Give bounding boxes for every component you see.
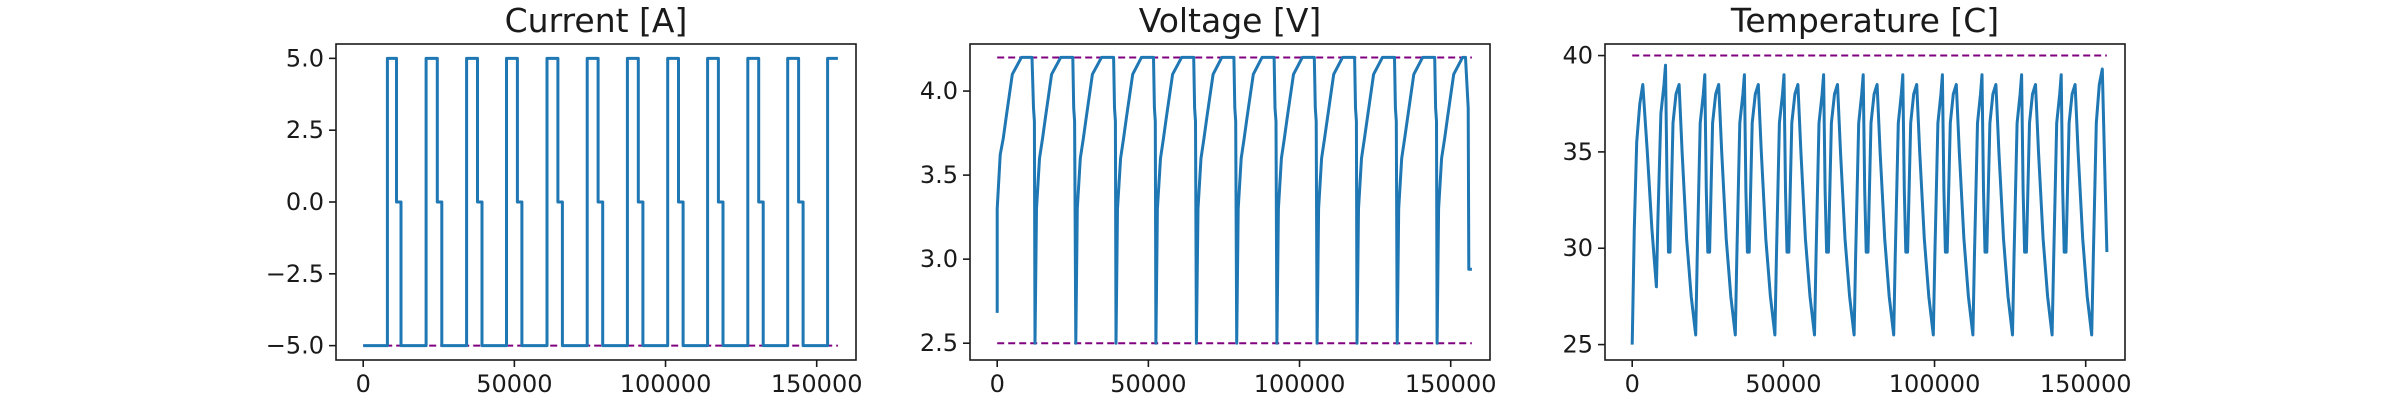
y-tick-label-voltage: 3.0 (920, 245, 958, 273)
x-tick-label-current: 100000 (620, 370, 712, 398)
y-tick-label-current: −5.0 (266, 332, 324, 360)
x-tick-label-temperature: 150000 (2040, 370, 2132, 398)
axes-frame-current (335, 43, 857, 361)
y-tick-label-current: 2.5 (286, 116, 324, 144)
y-tick-label-voltage: 3.5 (920, 161, 958, 189)
y-tick-label-temperature: 40 (1562, 42, 1593, 70)
x-tick-label-temperature: 50000 (1745, 370, 1821, 398)
x-tick-label-current: 0 (356, 370, 371, 398)
x-tick-label-temperature: 0 (1625, 370, 1640, 398)
plot-area-temperature: 0 50000 100000 150000 25 30 35 40 (1562, 42, 2131, 398)
y-tick-label-voltage: 4.0 (920, 77, 958, 105)
y-tick-label-current: 0.0 (286, 188, 324, 216)
series-line-current (363, 56, 838, 348)
x-tick-label-current: 50000 (476, 370, 552, 398)
x-tick-label-temperature: 100000 (1889, 370, 1981, 398)
x-tick-label-current: 150000 (771, 370, 863, 398)
plot-area-voltage: 0 50000 100000 150000 2.5 3.0 3.5 4.0 (920, 55, 1497, 398)
axes-frame-temperature (1604, 43, 2126, 361)
y-tick-label-temperature: 25 (1562, 331, 1593, 359)
series-line-temperature (1630, 63, 2109, 345)
panel-title-current: Current [A] (505, 1, 688, 40)
plot-area-current: 0 50000 100000 150000 −5.0 −2.5 0.0 2.5 5.0 (266, 44, 863, 398)
y-tick-label-current: −2.5 (266, 260, 324, 288)
x-tick-label-voltage: 100000 (1254, 370, 1346, 398)
y-tick-label-voltage: 2.5 (920, 329, 958, 357)
x-tick-label-voltage: 0 (990, 370, 1005, 398)
panel-current: Current [A] 0 50000 100000 150000 −5.0 −2.5 0.… (266, 1, 863, 398)
panel-temperature: Temperature [C] 0 50000 100000 150000 25 30 35… (1562, 1, 2131, 398)
y-tick-label-temperature: 30 (1562, 234, 1593, 262)
y-tick-label-temperature: 35 (1562, 138, 1593, 166)
x-tick-label-voltage: 50000 (1110, 370, 1186, 398)
panel-title-temperature: Temperature [C] (1730, 1, 1999, 40)
series-line-voltage (995, 55, 1472, 345)
axes-frame-voltage (969, 43, 1491, 361)
panel-title-voltage: Voltage [V] (1139, 1, 1322, 40)
x-tick-label-voltage: 150000 (1405, 370, 1497, 398)
y-tick-label-current: 5.0 (286, 44, 324, 72)
panel-voltage: Voltage [V] 0 50000 100000 150000 2.5 3.0 3.5 4… (920, 1, 1497, 398)
